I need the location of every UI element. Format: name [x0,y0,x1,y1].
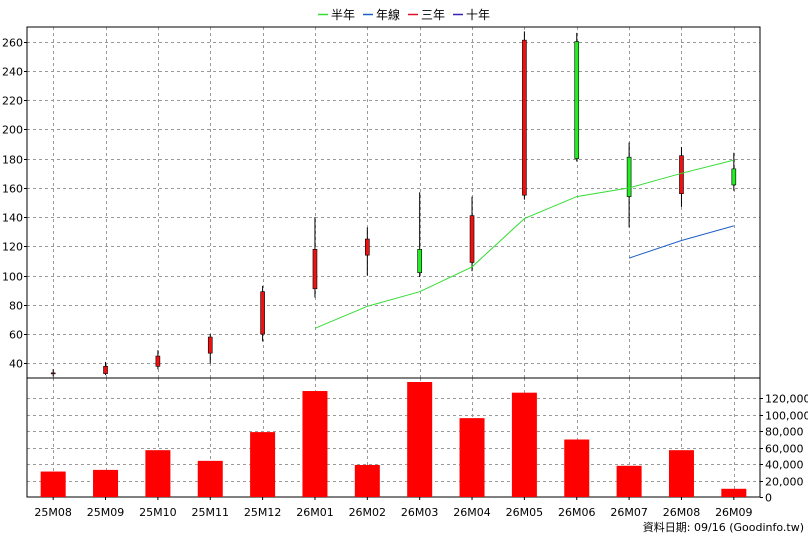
x-tick-label-26M04: 26M04 [453,506,491,519]
price-tick-label: 100 [2,271,23,284]
candle-body-26M04 [469,215,475,263]
volume-tick-label: 120,000 [765,393,808,406]
volume-bar-26M01 [302,391,328,497]
price-tick-label: 160 [2,183,23,196]
volume-bar-25M10 [145,450,171,497]
volume-tick-label: 60,000 [765,443,804,456]
x-tick-label-26M09: 26M09 [715,506,753,519]
legend-label-2: 三年 [421,8,445,22]
candle-body-26M05 [522,39,527,196]
volume-bar-26M06 [564,439,590,497]
volume-bar-26M03 [407,382,433,497]
volume-bars [40,382,747,497]
volume-tick-label: 40,000 [765,459,804,472]
price-tick-label: 200 [2,124,23,137]
legend-label-0: 半年 [331,8,355,22]
candle-body-25M08 [50,372,56,375]
candle-body-25M10 [155,355,161,367]
candle-body-26M07 [626,156,632,197]
x-tick-label-26M01: 26M01 [296,506,334,519]
x-tick-label-26M08: 26M08 [663,506,701,519]
x-tick-label-26M07: 26M07 [610,506,648,519]
x-tick-label-25M12: 25M12 [244,506,282,519]
price-tick-label: 140 [2,212,23,225]
volume-axis-ticks: 0 20,000 40,000 60,000 80,000 100,000 120,000 [760,393,808,505]
moving-average-lines [314,159,734,329]
price-tick-label: 260 [2,37,23,50]
price-tick-label: 220 [2,95,23,108]
x-tick-label-25M11: 25M11 [192,506,230,519]
volume-bar-26M02 [354,464,380,497]
volume-bar-26M09 [721,488,747,497]
candle-body-25M11 [207,336,213,354]
candlesticks [50,31,737,377]
candle-body-26M06 [574,41,580,159]
legend-label-3: 十年 [466,8,490,22]
candle-body-26M08 [679,155,684,195]
volume-bar-25M08 [40,471,66,497]
price-tick-label: 120 [2,241,23,254]
candle-body-26M01 [312,249,318,290]
price-tick-label: 80 [9,300,23,313]
x-tick-label-26M03: 26M03 [401,506,439,519]
candle-body-25M12 [260,291,265,335]
half-year-line [314,159,734,329]
x-tick-label-26M06: 26M06 [558,506,596,519]
volume-tick-label: 80,000 [765,426,804,439]
x-axis-ticks: 25M08 25M09 25M10 25M11 25M12 26M01 26M02 26M03… [34,497,753,519]
volume-bar-25M09 [93,469,119,497]
price-tick-label: 60 [9,329,23,342]
volume-bar-26M08 [668,450,694,497]
x-tick-label-25M09: 25M09 [87,506,125,519]
volume-bar-25M11 [197,460,223,497]
x-tick-label-26M02: 26M02 [349,506,387,519]
price-tick-label: 180 [2,154,23,167]
year-line [628,225,734,259]
volume-bar-25M12 [250,432,276,497]
candle-body-26M09 [731,168,737,186]
price-tick-label: 40 [9,358,23,371]
volume-tick-label: 0 [765,492,772,505]
candle-body-26M03 [417,249,422,274]
price-axis-ticks: 40 60 80 100 120 140 160 180 200 220 240 260 [2,37,27,371]
x-tick-label-26M05: 26M05 [506,506,544,519]
legend-label-1: 年線 [376,7,400,22]
candle-body-25M09 [103,365,108,374]
candle-body-26M02 [365,238,370,256]
data-date-footer: 資料日期: 09/16 (Goodinfo.tw) [643,520,804,534]
legend: 半年 年線 三年 十年 [318,7,490,22]
volume-tick-label: 20,000 [765,476,804,489]
volume-bar-26M07 [616,465,642,497]
x-tick-label-25M08: 25M08 [34,506,72,519]
volume-bar-26M05 [511,392,537,497]
volume-tick-label: 100,000 [765,410,808,423]
volume-bar-26M04 [459,418,485,497]
volume-plot-frame [26,377,761,498]
price-tick-label: 240 [2,66,23,79]
x-tick-label-25M10: 25M10 [139,506,177,519]
